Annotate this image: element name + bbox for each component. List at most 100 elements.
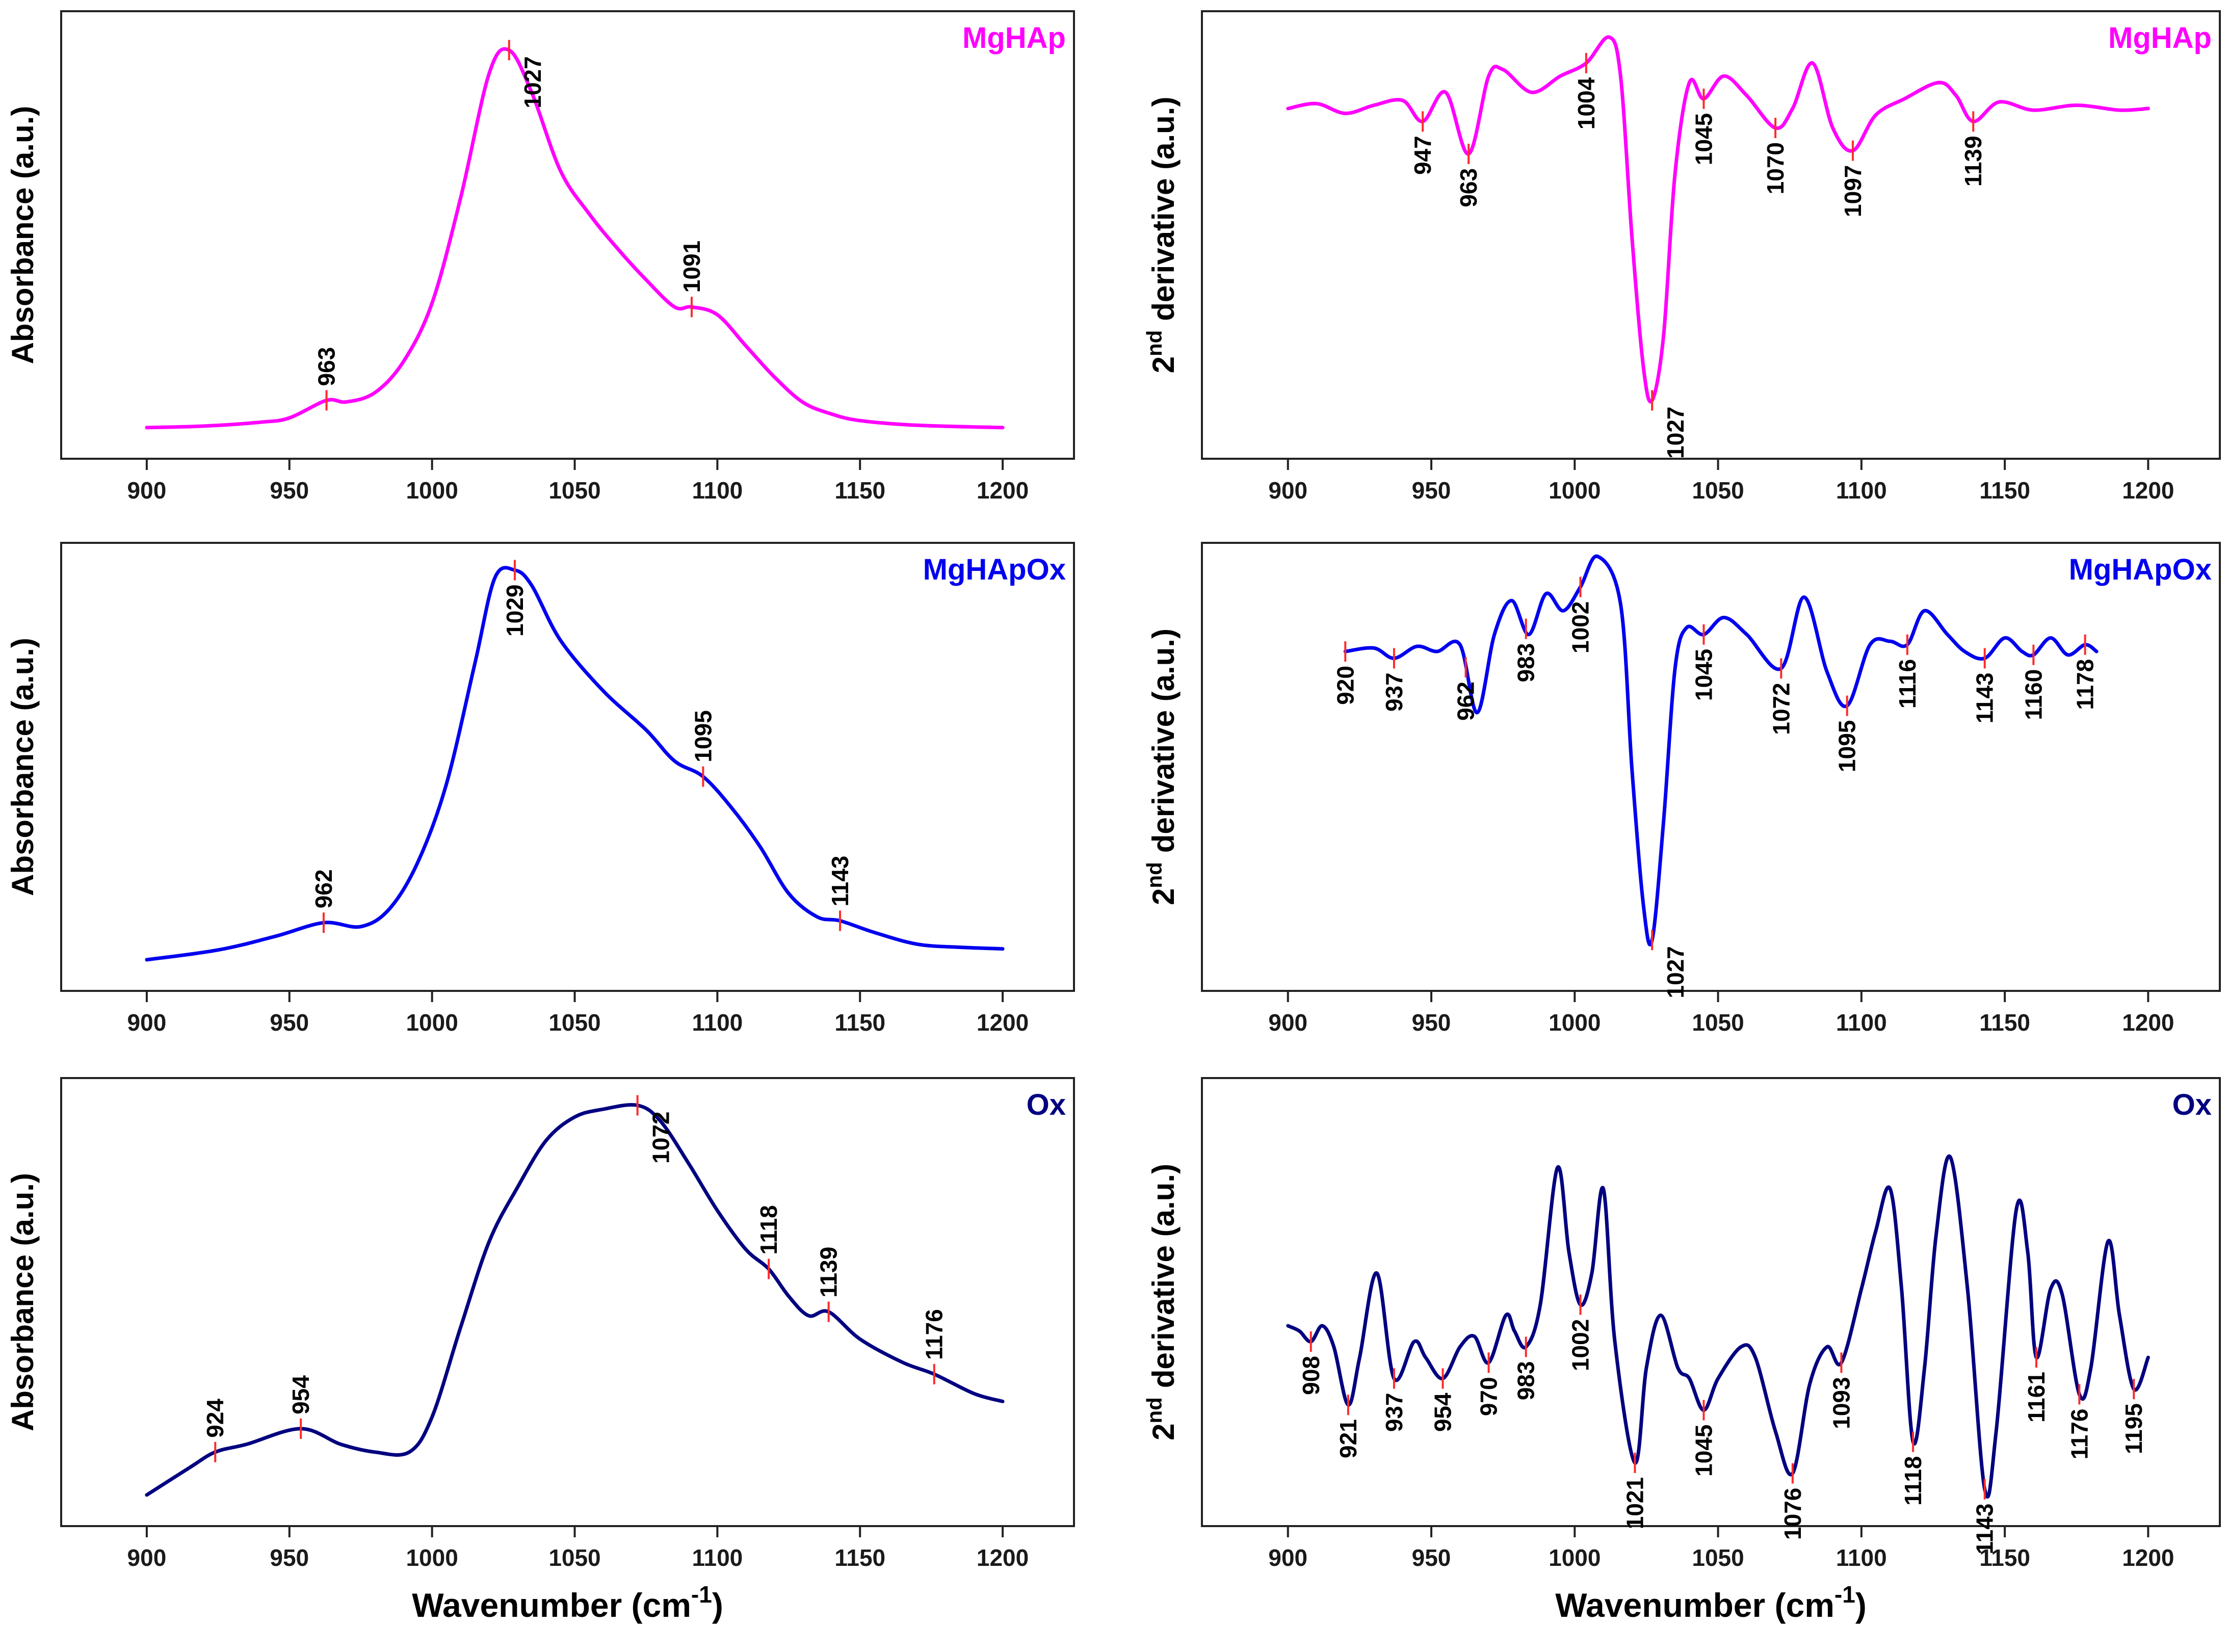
peak-label: 1139 [1960, 136, 1986, 187]
x-tick-label: 1100 [692, 477, 743, 504]
plot-frame [60, 542, 1075, 992]
x-axis-label-main: Wavenumber (cm [1555, 1586, 1834, 1624]
peak-label: 1097 [1840, 165, 1866, 217]
plot-frame [1201, 542, 2221, 992]
peak-label: 920 [1332, 666, 1358, 705]
plot-frame [60, 10, 1075, 460]
peak-label: 1161 [2023, 1372, 2050, 1423]
y-axis-label-rest: derivative (a.u.) [1146, 1164, 1181, 1388]
x-tick-label: 1200 [977, 477, 1029, 504]
peak-label: 1072 [648, 1112, 674, 1164]
peak-label: 962 [1453, 681, 1479, 721]
x-tick-label: 1050 [548, 477, 600, 504]
peak-label: 1116 [1894, 659, 1921, 709]
peak-label: 1045 [1690, 1425, 1717, 1477]
y-axis-label-rest: derivative (a.u.) [1146, 97, 1181, 321]
peak-label: 1093 [1828, 1377, 1855, 1429]
peak-label: 954 [1430, 1393, 1456, 1432]
x-tick-label: 950 [270, 1544, 309, 1571]
y-axis-label-sup: nd [1142, 330, 1166, 356]
x-tick-label: 1100 [692, 1544, 743, 1571]
peak-label: 983 [1513, 1361, 1539, 1400]
peak-label: 963 [1455, 168, 1482, 207]
x-tick-label: 1200 [977, 1009, 1029, 1036]
peak-label: 962 [310, 869, 337, 908]
peak-label: 1029 [502, 585, 528, 637]
series-name-label: MgHAp­Ox [923, 553, 1066, 586]
x-tick-label: 950 [1412, 477, 1451, 504]
x-tick-label: 1050 [548, 1544, 600, 1571]
peak-label: 963 [313, 347, 340, 386]
peak-label: 1143 [827, 856, 853, 907]
x-tick-label: 1100 [1836, 477, 1887, 504]
y-axis-label: Absorbance (a.u.) [6, 638, 40, 896]
x-tick-label: 900 [1268, 1009, 1307, 1036]
y-axis-label: 2nd derivative (a.u.) [1142, 97, 1181, 374]
series-line [145, 1103, 1005, 1497]
y-axis-label-sup: nd [1142, 1397, 1166, 1423]
x-tick-label: 900 [127, 1009, 167, 1036]
y-axis-label-sup: nd [1142, 862, 1166, 888]
plot-frame [1201, 10, 2221, 460]
y-axis-label-main: 2 [1146, 1424, 1181, 1440]
x-tick-label: 1150 [834, 477, 885, 504]
series-line [145, 566, 1005, 962]
x-tick-label: 950 [270, 1009, 309, 1036]
x-tick-label: 900 [1268, 477, 1307, 504]
peak-label: 1095 [1834, 720, 1860, 772]
peak-label: 1027 [1662, 946, 1689, 998]
panel-mghapox-d2: 900 950 1000 1050 1100 1150 1200 2nd derivative … [1142, 542, 2221, 1036]
peak-label: 921 [1335, 1419, 1361, 1458]
peak-label: 1143 [1972, 672, 1998, 723]
panel-ox-abs: 900 950 1000 1050 1100 1150 1200 Absorbance (a.… [6, 1077, 1075, 1624]
x-tick-label: 950 [1412, 1009, 1451, 1036]
x-axis-label-main: Wavenumber (cm [412, 1586, 691, 1624]
peak-label: 1143 [1972, 1504, 1998, 1555]
x-tick-label: 1000 [1549, 1544, 1601, 1571]
x-tick-label: 950 [1412, 1544, 1451, 1571]
x-axis-label-sup: -1 [1834, 1581, 1855, 1608]
x-tick-label: 1000 [406, 1544, 458, 1571]
peak-label: 1045 [1690, 649, 1717, 701]
series-line [1286, 35, 2150, 404]
panel-mghap-d2: 900 950 1000 1050 1100 1150 1200 2nd derivative … [1142, 10, 2221, 504]
x-tick-label: 900 [1268, 1544, 1307, 1571]
x-axis-label: Wavenumber (cm-1) [412, 1581, 723, 1624]
series-name-label: Ox [1027, 1088, 1066, 1121]
x-tick-label: 900 [127, 1544, 167, 1571]
x-tick-label: 1100 [692, 1009, 743, 1036]
series-name-label: MgHAp [962, 21, 1066, 55]
series-line [1286, 1154, 2150, 1499]
y-axis-label: 2nd derivative (a.u.) [1142, 1164, 1181, 1440]
x-axis-label-sup: -1 [691, 1581, 712, 1608]
peak-label: 1045 [1690, 113, 1717, 165]
peak-label: 1160 [2020, 669, 2047, 720]
peak-label: 1072 [1768, 683, 1794, 735]
x-tick-label: 1000 [1549, 1009, 1601, 1036]
panel-ox-d2: 900 950 1000 1050 1100 1150 1200 2nd derivative … [1142, 1077, 2221, 1624]
series-name-label: MgHApOx [2069, 553, 2212, 586]
peak-label: 947 [1409, 136, 1436, 175]
series-name-label: Ox [2172, 1088, 2212, 1121]
x-tick-label: 1000 [406, 477, 458, 504]
x-axis-label-end: ) [1855, 1586, 1867, 1624]
peak-label: 1002 [1567, 1319, 1594, 1371]
peak-label: 1178 [2072, 659, 2099, 710]
x-tick-label: 1200 [2122, 1009, 2174, 1036]
series-name-label: MgHAp [2108, 21, 2212, 55]
x-tick-label: 950 [270, 477, 309, 504]
panel-mghap-abs: 900 950 1000 1050 1100 1150 1200 Absorbance (a.… [6, 10, 1075, 504]
peak-label: 1027 [1662, 407, 1689, 459]
peak-label: 1002 [1567, 601, 1594, 653]
peak-label: 1004 [1573, 77, 1600, 129]
peak-label: 1070 [1762, 142, 1789, 194]
peak-label: 1021 [1621, 1477, 1648, 1529]
x-tick-label: 1200 [977, 1544, 1029, 1571]
peak-label: 937 [1381, 1393, 1407, 1432]
peak-label: 1176 [921, 1309, 948, 1360]
peak-label: 954 [287, 1375, 314, 1414]
x-tick-label: 1050 [548, 1009, 600, 1036]
peak-label: 1139 [816, 1247, 842, 1298]
x-tick-label: 900 [127, 477, 167, 504]
